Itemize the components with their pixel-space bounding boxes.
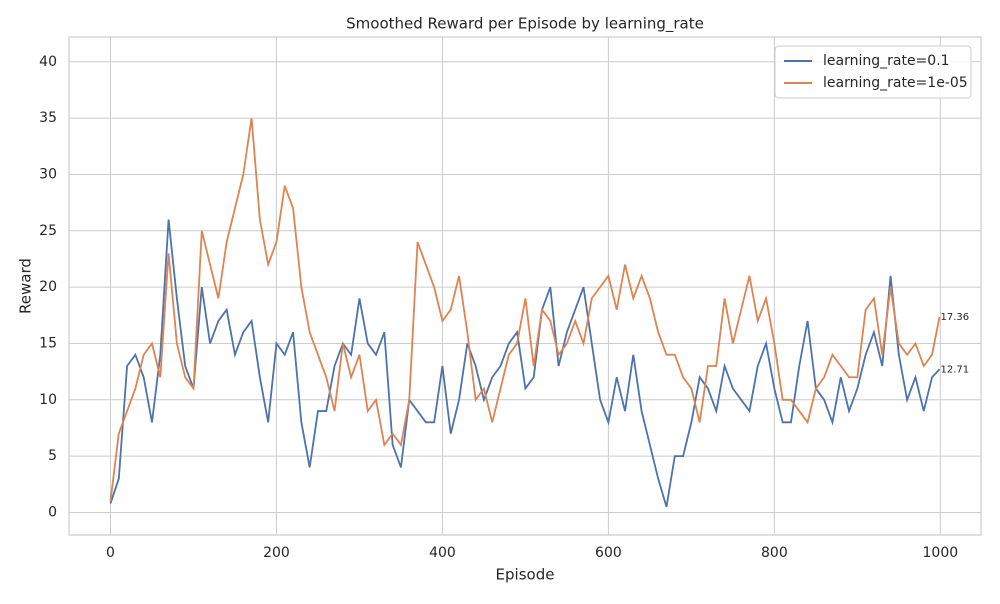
x-tick-label: 0	[106, 545, 115, 561]
y-tick-label: 0	[48, 504, 57, 520]
y-tick-label: 10	[39, 392, 57, 408]
x-tick-label: 1000	[923, 545, 959, 561]
x-tick-label: 400	[429, 545, 456, 561]
series-line	[109, 219, 941, 508]
y-axis-label: Reward	[17, 258, 35, 314]
x-tick-label: 200	[263, 545, 290, 561]
y-tick-label: 15	[39, 335, 57, 351]
y-tick-label: 20	[39, 279, 57, 295]
x-axis-label: Episode	[496, 566, 555, 584]
legend-label: learning_rate=1e-05	[823, 75, 968, 91]
chart-title: Smoothed Reward per Episode by learning_…	[346, 15, 704, 34]
y-tick-label: 5	[48, 448, 57, 464]
series-line	[109, 117, 941, 502]
plot-frame	[68, 36, 982, 536]
end-value-label: 12.71	[941, 364, 970, 375]
y-tick-label: 25	[39, 223, 57, 239]
x-tick-label: 600	[595, 545, 622, 561]
legend-label: learning_rate=0.1	[823, 53, 950, 69]
y-tick-label: 40	[39, 54, 57, 70]
y-tick-label: 30	[39, 166, 57, 182]
x-tick-label: 800	[761, 545, 788, 561]
y-tick-label: 35	[39, 110, 57, 126]
legend-box	[774, 45, 972, 99]
end-value-label: 17.36	[941, 312, 970, 323]
